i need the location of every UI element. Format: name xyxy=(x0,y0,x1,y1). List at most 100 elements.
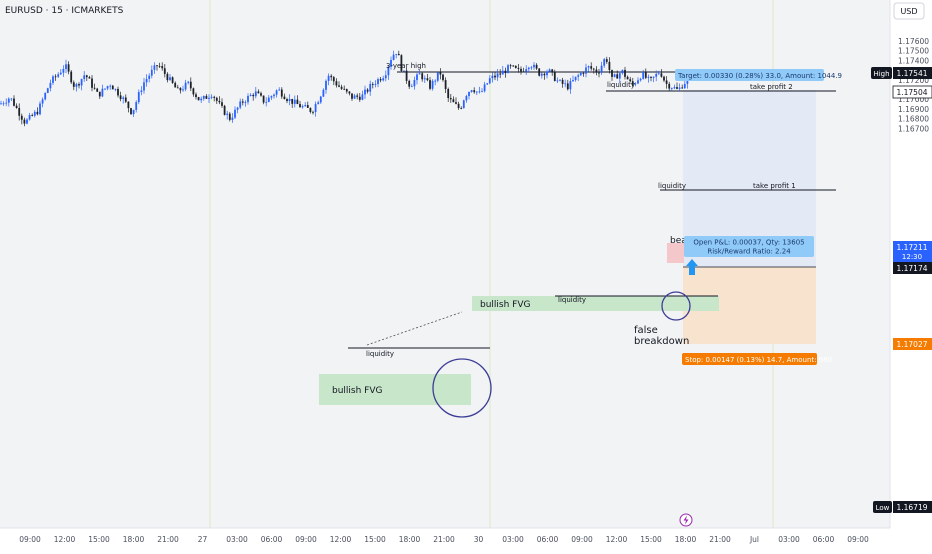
candle-body xyxy=(668,83,671,89)
badge-low-value: 1.16719 xyxy=(896,503,927,512)
candle-body xyxy=(533,64,535,68)
candle-body xyxy=(335,81,338,86)
candle-body xyxy=(499,73,502,75)
candle-body xyxy=(205,95,208,99)
stop-info-text: Stop: 0.00147 (0.13%) 14.7, Amount: 980 xyxy=(685,356,832,364)
candle-body xyxy=(31,115,34,116)
candle-body xyxy=(304,105,307,107)
x-tick-label: 06:00 xyxy=(813,535,835,544)
badge-stop-value: 1.17027 xyxy=(896,340,927,349)
candle-body xyxy=(522,71,525,73)
low-tag-label: Low xyxy=(876,504,890,512)
candle-body xyxy=(652,76,655,78)
candle-body xyxy=(566,83,569,90)
candle-body xyxy=(673,87,676,89)
candle-body xyxy=(473,90,476,93)
candle-body xyxy=(332,77,335,82)
candle-body xyxy=(507,65,509,74)
y-tick-label: 1.17500 xyxy=(898,47,929,56)
candle-body xyxy=(174,82,177,88)
candle-body xyxy=(678,87,681,89)
candle-body xyxy=(98,91,101,97)
label-liquidity-mid: liquidity xyxy=(658,182,686,190)
candle-body xyxy=(80,78,83,86)
candle-body xyxy=(644,72,647,78)
candle-body xyxy=(241,101,244,103)
candle-body xyxy=(67,64,70,72)
candle-body xyxy=(163,68,166,74)
candle-body xyxy=(395,53,398,55)
badge-take-profit-value: 1.17504 xyxy=(896,88,927,97)
candle-body xyxy=(655,73,658,77)
candle-body xyxy=(670,88,673,89)
candle-body xyxy=(330,75,333,78)
badge-entry-value: 1.17174 xyxy=(896,264,927,273)
candle-body xyxy=(631,81,634,85)
candle-body xyxy=(288,98,291,102)
candle-body xyxy=(353,95,356,99)
candle-body xyxy=(28,115,31,120)
candle-body xyxy=(598,72,600,74)
candle-body xyxy=(234,109,236,118)
candle-body xyxy=(600,65,603,73)
label-liquidity-left: liquidity xyxy=(366,350,394,358)
x-tick-label: 27 xyxy=(198,535,208,544)
candle-body xyxy=(226,113,229,115)
x-tick-label: 09:00 xyxy=(19,535,41,544)
candle-body xyxy=(150,69,153,76)
candle-body xyxy=(306,105,309,108)
candle-body xyxy=(283,96,286,100)
badge-current-countdown: 12:30 xyxy=(902,253,922,261)
candle-body xyxy=(257,91,260,94)
candle-body xyxy=(221,102,223,106)
label-3-year-high: 3-year high xyxy=(386,62,426,70)
candle-body xyxy=(127,101,130,109)
label-false: false xyxy=(634,325,658,336)
symbol-title[interactable]: EURUSD · 15 · ICMARKETS xyxy=(5,6,124,16)
x-tick-label: 09:00 xyxy=(571,535,593,544)
time-axis[interactable] xyxy=(0,528,890,550)
x-tick-label: 21:00 xyxy=(709,535,731,544)
candle-body xyxy=(244,102,247,103)
candle-body xyxy=(455,102,457,104)
candle-body xyxy=(33,111,36,116)
candle-body xyxy=(231,117,234,120)
candle-body xyxy=(676,87,678,89)
y-tick-label: 1.17200 xyxy=(898,76,929,85)
label-liquidity-top: liquidity xyxy=(607,81,635,89)
badge-current-value: 1.17211 xyxy=(896,243,927,252)
candle-body xyxy=(460,108,463,109)
y-tick-label: 1.17000 xyxy=(898,95,929,104)
candle-body xyxy=(429,80,431,89)
label-liquidity-low: liquidity xyxy=(558,296,586,304)
currency-button[interactable] xyxy=(893,2,925,20)
candle-body xyxy=(236,107,239,110)
candle-body xyxy=(449,98,452,100)
candle-body xyxy=(548,69,551,72)
candle-body xyxy=(605,59,608,62)
candle-body xyxy=(543,73,546,76)
candle-body xyxy=(551,69,554,72)
candle-body xyxy=(540,73,543,76)
candle-body xyxy=(686,79,689,84)
candle-body xyxy=(624,69,626,77)
y-tick-labels: 1.176001.175001.174001.173001.172001.171… xyxy=(898,37,929,133)
label-breakdown: breakdown xyxy=(634,336,689,347)
x-tick-label: 15:00 xyxy=(88,535,110,544)
candle-body xyxy=(468,91,470,97)
candle-body xyxy=(278,89,281,91)
candle-body xyxy=(592,68,595,70)
x-tick-label: 06:00 xyxy=(537,535,559,544)
x-tick-label: Jul xyxy=(749,535,759,544)
candle-body xyxy=(254,91,257,97)
candle-body xyxy=(569,81,572,90)
candle-body xyxy=(574,76,577,81)
candle-body xyxy=(577,75,580,77)
candle-body xyxy=(527,67,530,70)
candle-body xyxy=(18,107,21,116)
x-tick-label: 18:00 xyxy=(675,535,697,544)
target-info-text: Target: 0.00330 (0.28%) 33.0, Amount: 10… xyxy=(677,72,842,80)
candle-body xyxy=(392,54,395,60)
